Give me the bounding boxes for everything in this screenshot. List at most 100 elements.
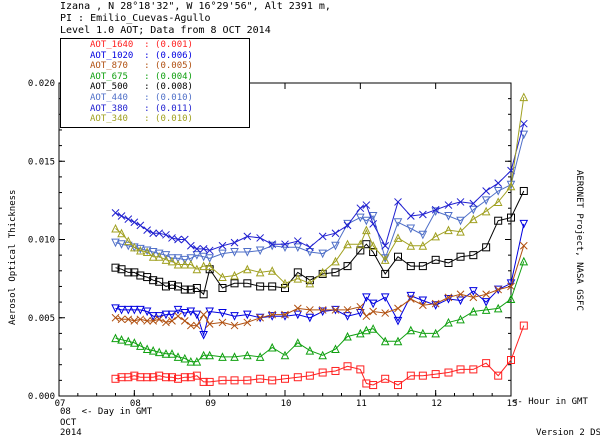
x-tick-label: 12 bbox=[431, 399, 442, 409]
point-aot-440 bbox=[444, 212, 453, 221]
point-aot-440 bbox=[161, 251, 171, 260]
point-aot-870 bbox=[519, 241, 528, 250]
point-aot-1020 bbox=[356, 309, 365, 318]
point-aot-380 bbox=[318, 232, 327, 241]
point-aot-1640 bbox=[124, 373, 133, 382]
point-aot-870 bbox=[199, 310, 208, 319]
point-aot-500 bbox=[343, 262, 352, 271]
point-aot-1640 bbox=[519, 321, 528, 330]
point-aot-380 bbox=[136, 221, 145, 230]
point-aot-500 bbox=[161, 282, 170, 291]
point-aot-870 bbox=[205, 320, 214, 328]
point-aot-1640 bbox=[256, 374, 265, 383]
point-aot-340 bbox=[331, 256, 340, 266]
point-aot-440 bbox=[173, 254, 183, 263]
point-aot-440 bbox=[136, 244, 145, 254]
point-aot-1020 bbox=[148, 312, 158, 321]
point-aot-870 bbox=[136, 315, 145, 324]
point-aot-380 bbox=[168, 234, 176, 242]
point-aot-380 bbox=[381, 241, 390, 250]
point-aot-500 bbox=[243, 279, 252, 288]
point-aot-340 bbox=[161, 255, 171, 264]
point-aot-380 bbox=[199, 245, 208, 253]
point-aot-440 bbox=[192, 251, 202, 260]
point-aot-500 bbox=[155, 277, 164, 286]
point-aot-380 bbox=[431, 205, 440, 214]
point-aot-340 bbox=[199, 261, 208, 271]
point-aot-340 bbox=[136, 245, 145, 255]
point-aot-340 bbox=[444, 225, 453, 235]
legend-item-aot-1020: AOT_1020 : (0.006) bbox=[90, 50, 193, 61]
point-aot-380 bbox=[149, 229, 158, 238]
point-aot-1640 bbox=[180, 373, 189, 382]
point-aot-500 bbox=[230, 279, 239, 288]
point-aot-675 bbox=[199, 350, 208, 360]
point-aot-340 bbox=[255, 267, 265, 277]
point-aot-440 bbox=[362, 216, 371, 226]
point-aot-380 bbox=[343, 221, 352, 230]
point-aot-870 bbox=[293, 304, 302, 313]
legend-item-aot-500: AOT_500 : (0.008) bbox=[90, 82, 193, 93]
point-aot-500 bbox=[519, 186, 528, 195]
point-aot-675 bbox=[418, 328, 428, 338]
point-aot-1020 bbox=[519, 219, 529, 229]
point-aot-500 bbox=[444, 258, 453, 267]
point-aot-675 bbox=[111, 333, 120, 343]
point-aot-340 bbox=[393, 233, 403, 242]
point-aot-380 bbox=[186, 241, 195, 250]
point-aot-1640 bbox=[168, 373, 176, 382]
point-aot-380 bbox=[482, 187, 490, 195]
point-aot-440 bbox=[418, 230, 428, 240]
point-aot-340 bbox=[173, 259, 183, 269]
point-aot-380 bbox=[281, 240, 289, 249]
point-aot-440 bbox=[154, 249, 164, 259]
point-aot-1640 bbox=[507, 356, 515, 365]
point-aot-340 bbox=[230, 270, 239, 280]
legend-item-aot-870: AOT_870 : (0.005) bbox=[90, 61, 193, 72]
point-aot-340 bbox=[154, 252, 164, 261]
point-aot-500 bbox=[256, 282, 265, 291]
legend-item-aot-380: AOT_380 : (0.011) bbox=[90, 103, 193, 114]
hour-axis-label: <- Hour in GMT bbox=[512, 397, 588, 407]
point-aot-675 bbox=[123, 336, 133, 346]
point-aot-500 bbox=[331, 268, 340, 277]
point-aot-440 bbox=[148, 248, 158, 257]
point-aot-675 bbox=[148, 345, 158, 355]
point-aot-500 bbox=[394, 252, 402, 261]
x-tick-label: 07 bbox=[55, 399, 66, 409]
point-aot-1640 bbox=[218, 376, 227, 385]
point-aot-440 bbox=[493, 186, 503, 196]
point-aot-1020 bbox=[167, 310, 177, 320]
point-aot-675 bbox=[444, 317, 453, 327]
point-aot-870 bbox=[155, 315, 164, 324]
point-aot-870 bbox=[174, 312, 182, 321]
point-aot-675 bbox=[293, 338, 303, 347]
point-aot-1020 bbox=[117, 305, 126, 315]
point-aot-380 bbox=[243, 232, 252, 241]
point-aot-1020 bbox=[380, 293, 390, 303]
series-line-aot-870 bbox=[115, 245, 525, 327]
point-aot-340 bbox=[318, 267, 327, 277]
point-aot-440 bbox=[519, 130, 529, 140]
point-aot-1020 bbox=[154, 312, 164, 321]
legend bbox=[60, 38, 250, 128]
point-aot-870 bbox=[281, 310, 289, 319]
point-aot-500 bbox=[186, 285, 195, 294]
legend-item-aot-440: AOT_440 : (0.010) bbox=[90, 93, 193, 103]
point-aot-1020 bbox=[418, 296, 428, 306]
point-aot-340 bbox=[343, 239, 352, 249]
point-aot-340 bbox=[186, 259, 196, 269]
point-aot-380 bbox=[230, 238, 239, 247]
point-aot-1640 bbox=[205, 377, 214, 386]
point-aot-870 bbox=[469, 293, 478, 302]
point-aot-380 bbox=[369, 219, 377, 228]
point-aot-675 bbox=[406, 325, 416, 335]
y-tick-label: 0.000 bbox=[28, 392, 55, 402]
point-aot-440 bbox=[368, 212, 378, 221]
point-aot-380 bbox=[218, 241, 227, 250]
y-tick-label: 0.010 bbox=[28, 236, 55, 246]
point-aot-870 bbox=[369, 307, 377, 316]
point-aot-1640 bbox=[305, 371, 314, 380]
point-aot-870 bbox=[482, 290, 490, 299]
